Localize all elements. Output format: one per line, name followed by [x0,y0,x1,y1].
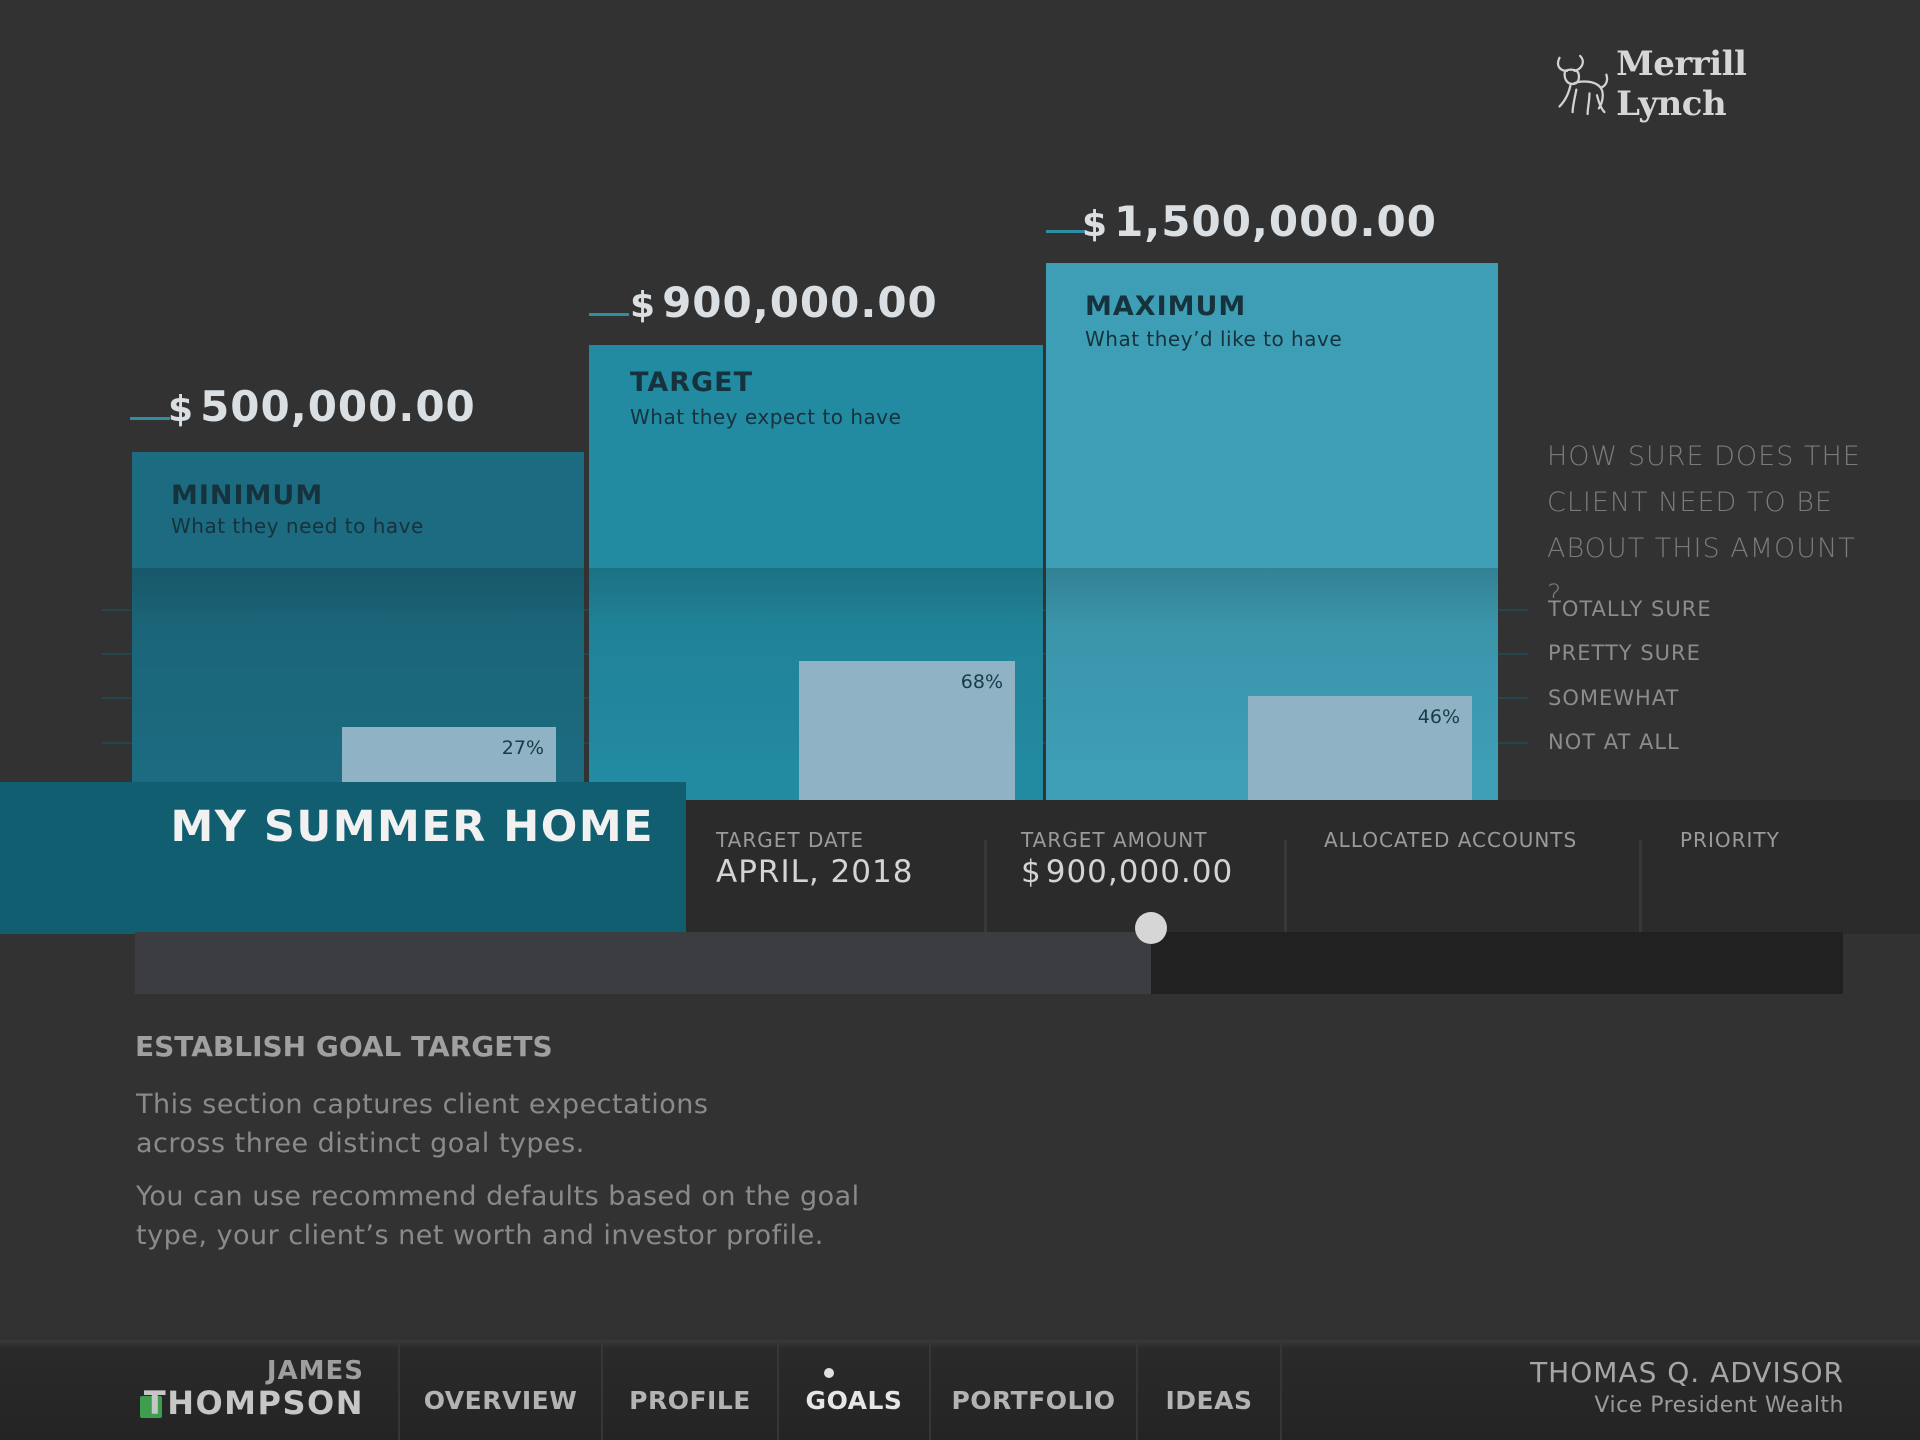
target-certainty-percent: 68% [960,670,1003,693]
target-amount-label: TARGET AMOUNT [1021,828,1208,852]
goal-progress-handle[interactable] [1135,912,1168,944]
goal-name-box[interactable]: MY SUMMER HOME [0,782,686,934]
minimum-amount[interactable]: $500,000.00 [168,382,476,431]
allocated-accounts-label: ALLOCATED ACCOUNTS [1324,828,1578,852]
client-first-name: JAMES [266,1356,364,1386]
goal-name: MY SUMMER HOME [170,802,654,852]
client-name[interactable]: JAMES THOMPSON [140,1356,364,1426]
target-amount[interactable]: $900,000.00 [630,278,938,327]
maximum-goal-column[interactable]: MAXIMUM What they’d like to have 46% [1046,263,1498,800]
target-subtitle: What they expect to have [630,405,902,429]
tab-goals[interactable]: GOALS [777,1340,929,1440]
client-status-indicator [140,1396,162,1418]
tab-portfolio[interactable]: PORTFOLIO [929,1340,1136,1440]
bull-icon [1556,54,1609,116]
allocated-accounts-cell[interactable]: ALLOCATED ACCOUNTS [1324,800,1624,934]
goal-progress-fill [135,932,1152,994]
client-last-name: THOMPSON [143,1384,364,1422]
target-amount-value: $900,000.00 [1021,854,1234,890]
bottom-nav: JAMES THOMPSON OVERVIEW PROFILE GOALS PO… [0,1340,1920,1440]
maximum-amount-marker [1046,230,1086,233]
tab-ideas[interactable]: IDEAS [1136,1340,1282,1440]
brand-name: Merrill Lynch [1616,44,1747,124]
minimum-certainty-percent: 27% [501,736,544,759]
scale-label-not-at-all: NOT AT ALL [1548,730,1680,754]
scale-label-totally-sure: TOTALLY SURE [1548,597,1712,621]
target-date-label: TARGET DATE [716,828,864,852]
minimum-goal-column[interactable]: MINIMUM What they need to have 27% [132,452,584,782]
target-goal-column[interactable]: TARGET What they expect to have 68% [589,345,1043,800]
section-title: ESTABLISH GOAL TARGETS [135,1030,553,1063]
maximum-amount[interactable]: $1,500,000.00 [1082,197,1437,246]
maximum-certainty-bar[interactable]: 46% [1248,695,1472,800]
scale-label-pretty-sure: PRETTY SURE [1548,641,1701,665]
goal-progress-track[interactable] [135,932,1843,994]
target-title: TARGET [630,367,754,398]
target-date-value: APRIL, 2018 [716,854,914,890]
advisor-name: THOMAS Q. ADVISOR [1530,1356,1844,1389]
tab-overview[interactable]: OVERVIEW [398,1340,601,1440]
target-date-cell[interactable]: TARGET DATE APRIL, 2018 [716,800,986,934]
target-amount-cell[interactable]: TARGET AMOUNT $900,000.00 [1021,800,1301,934]
description-paragraph-2: You can use recommend defaults based on … [136,1181,860,1251]
minimum-subtitle: What they need to have [171,514,424,538]
maximum-subtitle: What they’d like to have [1085,327,1343,351]
minimum-certainty-bar[interactable]: 27% [342,726,556,782]
advisor-info[interactable]: THOMAS Q. ADVISOR Vice President Wealth [1530,1356,1844,1418]
target-amount-marker [589,313,629,316]
minimum-title: MINIMUM [171,480,324,511]
active-tab-indicator [824,1368,834,1378]
description-paragraph-1: This section captures client expectation… [136,1089,709,1159]
tab-profile[interactable]: PROFILE [601,1340,777,1440]
scale-label-somewhat: SOMEWHAT [1548,686,1680,710]
merrill-lynch-logo: Merrill Lynch [1552,44,1852,124]
target-certainty-bar[interactable]: 68% [799,660,1015,800]
certainty-question: HOW SURE DOES THE CLIENT NEED TO BE ABOU… [1547,441,1861,610]
priority-cell[interactable]: PRIORITY [1680,800,1880,934]
advisor-role: Vice President Wealth [1594,1393,1844,1418]
minimum-amount-marker [130,417,170,420]
goal-info-strip: TARGET DATE APRIL, 2018 TARGET AMOUNT $9… [686,800,1920,934]
maximum-title: MAXIMUM [1085,291,1247,322]
priority-label: PRIORITY [1680,828,1780,852]
maximum-certainty-percent: 46% [1417,705,1460,728]
